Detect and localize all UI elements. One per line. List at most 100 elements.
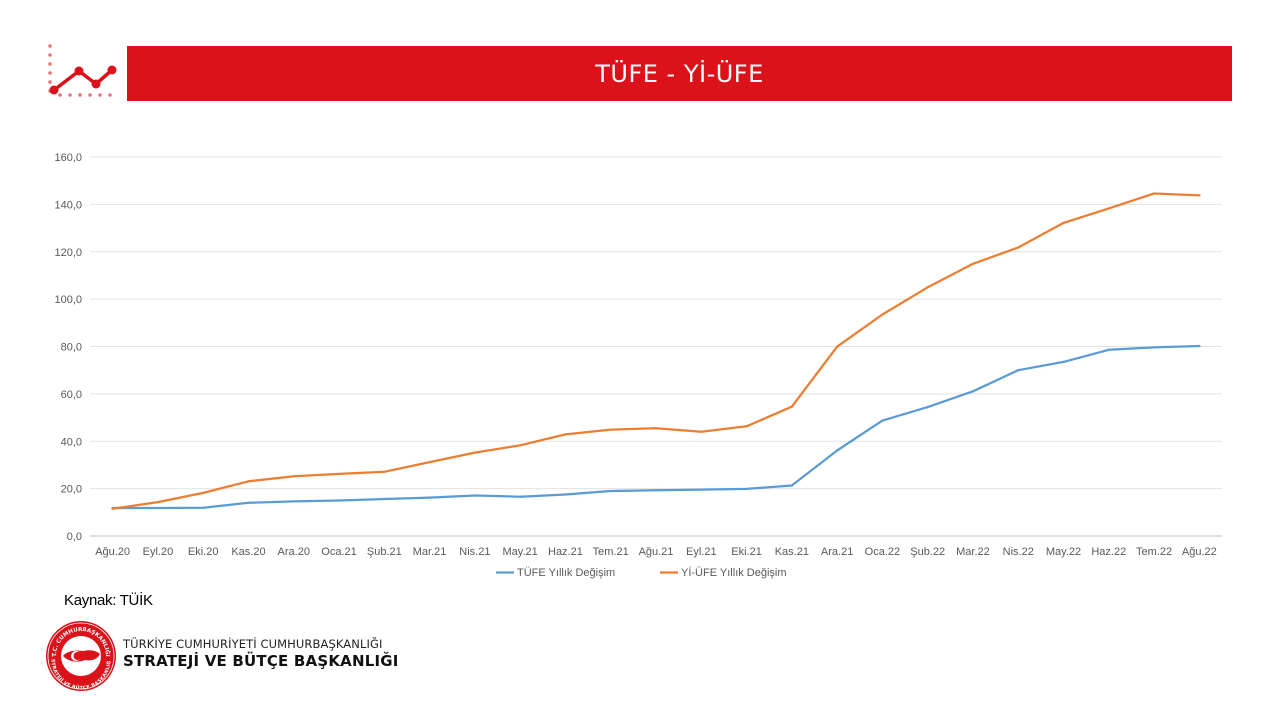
x-tick-label: Şub.22 [910, 546, 945, 558]
x-tick-label: Haz.22 [1091, 546, 1126, 558]
data-point [1152, 192, 1156, 195]
data-point [1198, 194, 1201, 197]
data-point [202, 491, 205, 494]
data-point [790, 484, 793, 487]
data-point [473, 451, 476, 454]
line-chart: 0,020,040,060,080,0100,0120,0140,0160,0 … [54, 152, 1222, 579]
data-point [654, 489, 658, 492]
y-tick-label: 160,0 [54, 152, 82, 164]
data-point [609, 428, 612, 431]
y-axis-ticks: 0,0 20,0 40,0 60,0 80,0 100,0 120,0 140,0 160,0 [54, 152, 82, 543]
chart-gridlines [90, 156, 1222, 537]
data-point [790, 405, 793, 408]
data-point [836, 345, 839, 348]
data-point [1017, 369, 1020, 372]
y-tick-label: 100,0 [54, 294, 82, 306]
chart-series [111, 192, 1201, 510]
data-point [383, 497, 386, 501]
data-point [519, 495, 522, 498]
x-tick-label: Şub.21 [367, 546, 402, 558]
data-point [337, 499, 341, 502]
org-name-line-2: STRATEJİ VE BÜTÇE BAŞKANLIĞI [123, 652, 399, 670]
data-point [519, 444, 522, 447]
source-note: Kaynak: TÜİK [64, 592, 153, 609]
org-name-line-1: TÜRKİYE CUMHURİYETİ CUMHURBAŞKANLIĞI [123, 637, 383, 651]
x-tick-label: Ağu.22 [1182, 546, 1217, 558]
data-point [881, 313, 884, 316]
data-point [609, 489, 612, 493]
data-point [1017, 246, 1020, 249]
x-tick-label: Tem.22 [1136, 546, 1172, 558]
data-point [971, 262, 975, 265]
x-tick-label: May.22 [1046, 546, 1081, 558]
data-point [383, 470, 386, 473]
x-tick-label: Ara.21 [821, 546, 853, 558]
x-tick-label: Nis.21 [459, 546, 490, 558]
x-tick-label: Ağu.20 [95, 546, 130, 558]
x-tick-label: Eyl.20 [143, 546, 174, 558]
data-point [1198, 344, 1201, 348]
data-point [156, 501, 160, 504]
y-tick-label: 140,0 [54, 199, 82, 211]
data-point [292, 475, 295, 478]
page-title: TÜFE - Yİ-ÜFE [595, 59, 764, 88]
x-axis-ticks: Ağu.20 Eyl.20 Eki.20 Kas.20 Ara.20 Oca.21 Şub.… [95, 546, 1217, 558]
presidency-seal-icon: T.C. CUMHURBAŞKANLIĞI STRATEJİ VE BÜTÇE … [45, 620, 116, 691]
legend-label: Yİ-ÜFE Yıllık Değişim [681, 566, 787, 579]
data-point [700, 430, 703, 433]
y-tick-label: 120,0 [54, 247, 82, 259]
data-point [247, 480, 250, 483]
data-point [745, 425, 748, 428]
x-tick-label: Ağu.21 [639, 546, 674, 558]
x-tick-label: Tem.21 [593, 546, 629, 558]
legend-label: TÜFE Yıllık Değişim [517, 567, 615, 579]
x-tick-label: Mar.21 [413, 546, 447, 558]
trend-line-icon [48, 44, 117, 97]
data-point [428, 460, 431, 464]
y-tick-label: 0,0 [67, 531, 82, 543]
x-tick-label: Eki.21 [731, 546, 762, 558]
x-tick-label: Kas.20 [231, 546, 265, 558]
data-point [156, 506, 160, 510]
x-tick-label: Nis.22 [1003, 546, 1034, 558]
x-tick-label: Haz.21 [548, 546, 583, 558]
data-point [1107, 348, 1110, 351]
data-point [111, 507, 114, 510]
x-tick-label: Mar.22 [956, 546, 990, 558]
data-point [292, 500, 295, 503]
data-point [926, 286, 929, 289]
data-point [836, 449, 839, 452]
y-tick-label: 40,0 [61, 436, 82, 448]
series-line-2 [111, 192, 1201, 510]
data-point [202, 506, 205, 509]
data-point [247, 501, 250, 504]
data-point [971, 390, 975, 393]
x-tick-label: Oca.22 [865, 546, 900, 558]
data-point [337, 472, 341, 476]
y-tick-label: 80,0 [61, 342, 82, 354]
data-point [1062, 221, 1065, 224]
data-point [564, 493, 567, 496]
x-tick-label: May.21 [503, 546, 538, 558]
data-point [1152, 346, 1156, 349]
data-point [428, 496, 431, 499]
data-point [881, 419, 884, 422]
data-point [1062, 360, 1065, 363]
data-point [700, 488, 703, 491]
title-banner: TÜFE - Yİ-ÜFE [127, 46, 1232, 101]
series-line-1 [111, 344, 1201, 510]
data-point [564, 433, 567, 436]
y-tick-label: 20,0 [61, 484, 82, 496]
data-point [926, 406, 929, 409]
y-tick-label: 60,0 [61, 389, 82, 401]
data-point [1107, 207, 1110, 210]
x-tick-label: Ara.20 [278, 546, 310, 558]
x-tick-label: Kas.21 [775, 546, 809, 558]
chart-legend: TÜFE Yıllık Değişim Yİ-ÜFE Yıllık Değişim [496, 566, 787, 579]
x-tick-label: Eyl.21 [686, 546, 717, 558]
x-tick-label: Eki.20 [188, 546, 219, 558]
data-point [745, 487, 748, 490]
x-tick-label: Oca.21 [321, 546, 356, 558]
data-point [473, 494, 476, 497]
data-point [654, 427, 658, 430]
